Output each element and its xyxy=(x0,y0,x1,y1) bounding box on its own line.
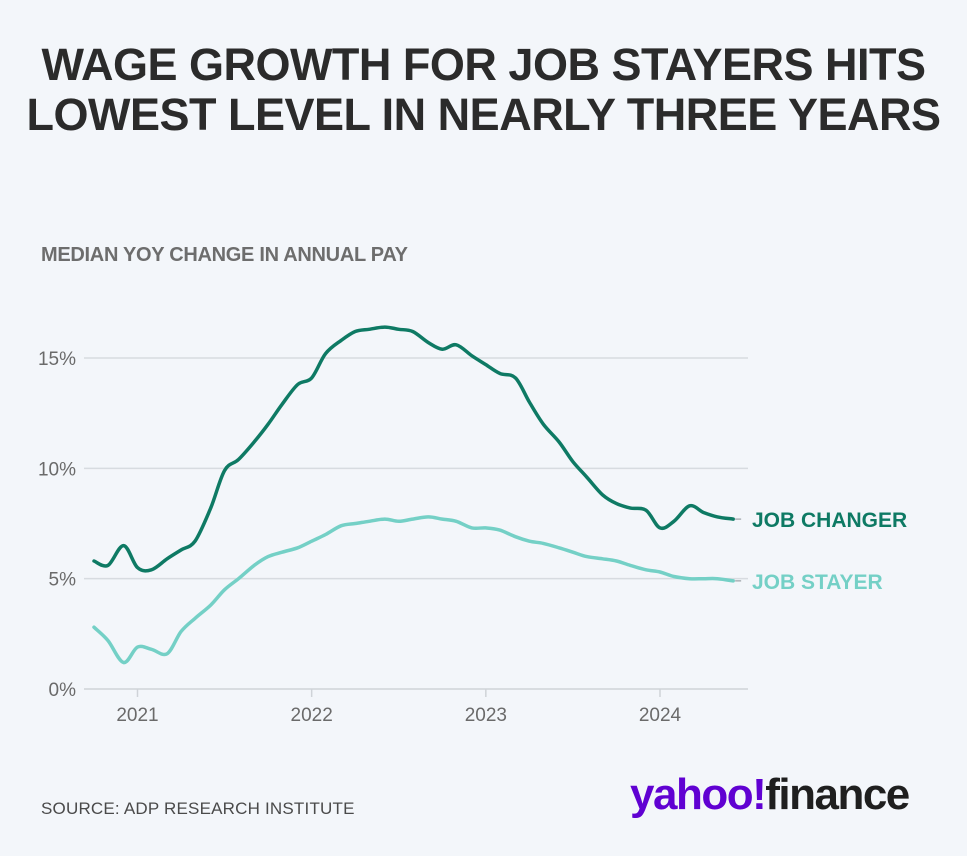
y-tick-label: 5% xyxy=(49,570,77,591)
logo-finance-text: finance xyxy=(765,770,910,819)
chart-title: WAGE GROWTH FOR JOB STAYERS HITS LOWEST … xyxy=(26,39,941,140)
series-labels: JOB STAYER JOB CHANGER xyxy=(735,509,907,594)
series-label-job-changer: JOB CHANGER xyxy=(752,509,907,532)
series-lines xyxy=(92,325,735,665)
series-label-job-stayer: JOB STAYER xyxy=(752,571,883,594)
source-note: SOURCE: ADP RESEARCH INSTITUTE xyxy=(41,799,355,818)
x-tick-label: 2021 xyxy=(116,705,158,726)
axes: 0% 5% 10% 15% 2021 2022 2023 2024 xyxy=(38,349,748,726)
logo-yahoo-text: yahoo! xyxy=(630,770,767,819)
x-tick-label: 2024 xyxy=(639,705,682,726)
x-tick-label: 2023 xyxy=(465,705,507,726)
yahoo-finance-logo: yahoo!finance xyxy=(630,770,910,820)
y-tick-label: 10% xyxy=(38,459,76,480)
x-tick-label: 2022 xyxy=(291,705,333,726)
series-line-job-stayer xyxy=(92,515,735,665)
y-tick-label: 15% xyxy=(38,349,76,370)
chart-subtitle: MEDIAN YOY CHANGE IN ANNUAL PAY xyxy=(41,244,408,266)
y-tick-label: 0% xyxy=(49,680,77,701)
line-chart: 0%5%10%15%2021 2022 2023 2024 JOB STAYERJOB… xyxy=(38,325,907,726)
grid-lines xyxy=(84,357,748,580)
series-line-job-changer xyxy=(92,325,735,573)
